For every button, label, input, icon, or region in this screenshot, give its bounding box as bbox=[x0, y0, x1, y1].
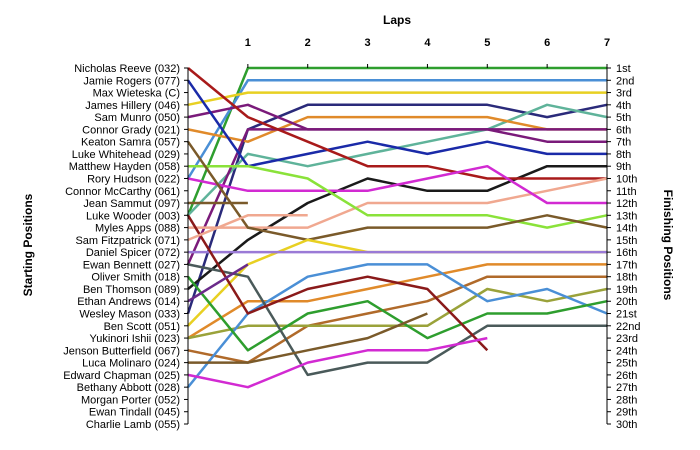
finishing-position-label: 29th bbox=[616, 407, 637, 419]
starting-position-label: Luke Whitehead (029) bbox=[72, 149, 180, 161]
starting-position-label: Jean Sammut (097) bbox=[83, 198, 180, 210]
series-line-26 bbox=[188, 312, 428, 364]
starting-position-label: Charlie Lamb (055) bbox=[86, 419, 180, 431]
starting-position-label: Oliver Smith (018) bbox=[91, 272, 180, 284]
series-line-9 bbox=[186, 79, 607, 168]
starting-position-label: Ewan Bennett (027) bbox=[83, 259, 180, 271]
finishing-position-label: 11th bbox=[616, 186, 637, 198]
finishing-position-label: 17th bbox=[616, 259, 637, 271]
finishing-position-label: 23rd bbox=[616, 333, 638, 345]
finishing-position-label: 30th bbox=[616, 419, 637, 431]
series-line-2 bbox=[186, 79, 607, 180]
series-line-7 bbox=[186, 128, 607, 265]
starting-position-label: Morgan Porter (052) bbox=[81, 394, 180, 406]
finishing-position-labels: 1st2nd3rd4th5th6th7th8th9th10th11th12th1… bbox=[616, 63, 640, 431]
starting-position-label: Connor Grady (021) bbox=[82, 124, 180, 136]
finishing-position-label: 9th bbox=[616, 161, 631, 173]
finishing-position-label: 13th bbox=[616, 210, 637, 222]
series-line-11 bbox=[187, 67, 607, 180]
x-tick-label: 6 bbox=[544, 37, 550, 49]
series-lines bbox=[186, 66, 608, 389]
starting-position-label: Ethan Andrews (014) bbox=[77, 296, 180, 308]
starting-position-label: Ewan Tindall (045) bbox=[89, 407, 180, 419]
finishing-position-label: 27th bbox=[616, 382, 637, 394]
series-line-4 bbox=[186, 103, 608, 314]
starting-position-label: Rory Hudson (022) bbox=[87, 173, 180, 185]
finishing-position-label: 10th bbox=[616, 173, 637, 185]
series-line-1 bbox=[186, 66, 607, 216]
finishing-position-label: 18th bbox=[616, 272, 637, 284]
x-tick-label: 3 bbox=[365, 37, 371, 49]
finishing-position-label: 14th bbox=[616, 223, 637, 235]
finishing-position-label: 16th bbox=[616, 247, 637, 259]
x-tick-label: 2 bbox=[305, 37, 311, 49]
finishing-position-label: 8th bbox=[616, 149, 631, 161]
starting-position-label: Nicholas Reeve (032) bbox=[74, 63, 180, 75]
finishing-position-label: 6th bbox=[616, 124, 631, 136]
finishing-position-label: 2nd bbox=[616, 75, 634, 87]
series-line-13 bbox=[187, 164, 607, 205]
starting-position-label: Sam Fitzpatrick (071) bbox=[75, 235, 180, 247]
series-line-22 bbox=[187, 275, 608, 352]
finishing-position-label: 25th bbox=[616, 358, 637, 370]
finishing-position-label: 7th bbox=[616, 137, 631, 149]
series-line-21 bbox=[187, 263, 608, 388]
starting-position-label: Bethany Abbott (028) bbox=[77, 382, 180, 394]
series-line-23 bbox=[187, 263, 607, 377]
x-tick-label: 5 bbox=[484, 37, 490, 49]
left-axis-title: Starting Positions bbox=[21, 193, 35, 296]
starting-position-label: Edward Chapman (025) bbox=[63, 370, 180, 382]
starting-position-label: Wesley Mason (033) bbox=[79, 309, 180, 321]
starting-position-label: Luke Wooder (003) bbox=[86, 210, 180, 222]
starting-position-label: Sam Munro (050) bbox=[94, 112, 180, 124]
finishing-position-label: 1st bbox=[616, 63, 631, 75]
x-axis-title: Laps bbox=[383, 13, 411, 27]
starting-position-label: Luca Molinaro (024) bbox=[82, 358, 180, 370]
finishing-position-label: 15th bbox=[616, 235, 637, 247]
finishing-position-label: 26th bbox=[616, 370, 637, 382]
series-line-8 bbox=[187, 103, 607, 143]
series-line-5 bbox=[187, 103, 608, 217]
series-line-6 bbox=[187, 115, 607, 143]
finishing-position-label: 21st bbox=[616, 309, 637, 321]
starting-position-label: Daniel Spicer (072) bbox=[86, 247, 180, 259]
right-axis-title: Finishing Positions bbox=[661, 190, 675, 301]
finishing-position-label: 5th bbox=[616, 112, 631, 124]
starting-position-label: James Hillery (046) bbox=[85, 100, 180, 112]
x-tick-label: 4 bbox=[424, 37, 431, 49]
x-tick-label: 1 bbox=[245, 37, 251, 49]
starting-position-label: Yukinori Ishii (023) bbox=[90, 333, 181, 345]
series-line-19 bbox=[187, 275, 607, 364]
finishing-position-label: 28th bbox=[616, 394, 637, 406]
starting-position-label: Connor McCarthy (061) bbox=[65, 186, 180, 198]
finishing-position-label: 3rd bbox=[616, 88, 632, 100]
finishing-position-label: 19th bbox=[616, 284, 637, 296]
starting-position-labels: Nicholas Reeve (032)Jamie Rogers (077)Ma… bbox=[63, 63, 180, 431]
starting-position-label: Jamie Rogers (077) bbox=[83, 75, 180, 87]
series-line-15 bbox=[186, 140, 608, 242]
finishing-position-label: 12th bbox=[616, 198, 637, 210]
series-line-27 bbox=[187, 214, 308, 242]
finishing-position-label: 4th bbox=[616, 100, 631, 112]
finishing-position-label: 22nd bbox=[616, 321, 640, 333]
starting-position-label: Matthew Hayden (058) bbox=[69, 161, 180, 173]
starting-position-label: Keaton Samra (057) bbox=[81, 137, 180, 149]
starting-position-label: Ben Scott (051) bbox=[104, 321, 180, 333]
series-line-25 bbox=[187, 336, 488, 389]
chart-frame bbox=[184, 64, 611, 425]
series-line-3 bbox=[187, 91, 607, 107]
starting-position-label: Jenson Butterfield (067) bbox=[63, 345, 180, 357]
series-line-14 bbox=[188, 164, 608, 229]
starting-position-label: Myles Apps (088) bbox=[95, 223, 180, 235]
finishing-position-label: 20th bbox=[616, 296, 637, 308]
starting-position-label: Max Wieteska (C) bbox=[93, 88, 180, 100]
series-line-29 bbox=[187, 263, 249, 303]
starting-position-label: Ben Thomson (089) bbox=[83, 284, 180, 296]
x-tick-labels: 1 2 3 4 5 6 7 bbox=[245, 37, 610, 49]
series-line-12 bbox=[188, 177, 608, 229]
x-tick-label: 7 bbox=[604, 37, 610, 49]
finishing-position-label: 24th bbox=[616, 345, 637, 357]
series-line-24 bbox=[186, 214, 489, 352]
